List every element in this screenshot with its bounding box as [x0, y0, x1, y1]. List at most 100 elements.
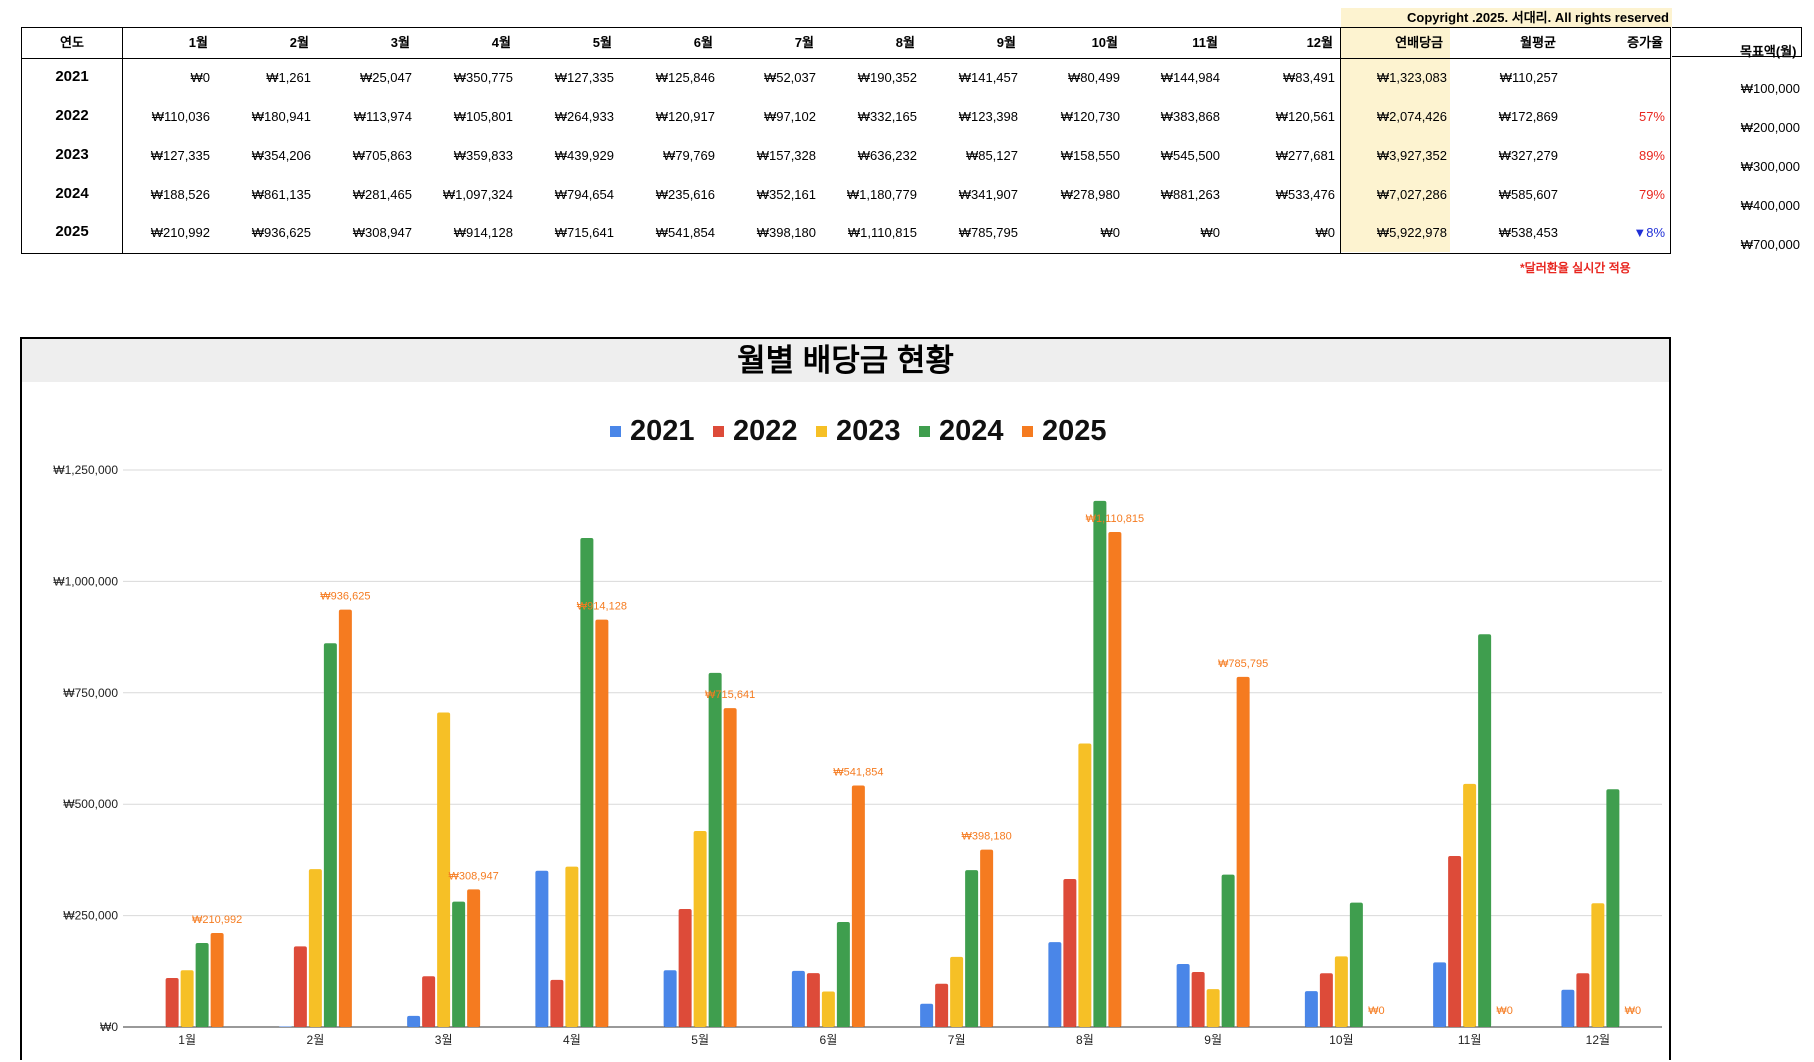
x-tick-label: 12월 — [1586, 1033, 1610, 1047]
bar-2021 — [791, 970, 805, 1027]
cell-month-value: ₩359,833 — [453, 148, 513, 163]
legend-label: 2022 — [733, 415, 798, 447]
legend-label: 2025 — [1042, 415, 1107, 447]
header-month: 5월 — [592, 35, 612, 50]
cell-month-value: ₩439,929 — [554, 148, 614, 163]
x-tick-label: 5월 — [691, 1033, 709, 1047]
bar-2022 — [422, 976, 436, 1027]
header-growth: 증가율 — [1627, 35, 1663, 50]
bar-2024 — [452, 901, 466, 1027]
cell-month-value: ₩79,769 — [662, 148, 715, 163]
cell-month-value: ₩1,180,779 — [846, 187, 917, 202]
cell-month-value: ₩144,984 — [1160, 70, 1220, 85]
cell-month-value: ₩352,161 — [756, 187, 816, 202]
cell-month-value: ₩861,135 — [251, 187, 311, 202]
cell-annual-dividend: ₩2,074,426 — [1376, 109, 1447, 124]
bar-2021 — [1304, 991, 1318, 1027]
legend-label: 2023 — [836, 415, 901, 447]
cell-annual-dividend: ₩3,927,352 — [1376, 148, 1447, 163]
bar-2022 — [1448, 855, 1462, 1027]
cell-month-value: ₩636,232 — [857, 148, 917, 163]
x-tick-label: 10월 — [1329, 1033, 1353, 1047]
header-month: 12월 — [1306, 35, 1333, 50]
cell-month-value: ₩180,941 — [251, 109, 311, 124]
row-year: 2023 — [55, 146, 89, 163]
x-tick-label: 7월 — [948, 1033, 966, 1047]
header-annual: 연배당금 — [1395, 35, 1443, 50]
bar-2023 — [1206, 989, 1220, 1027]
cell-month-value: ₩120,561 — [1275, 109, 1335, 124]
bar-2022 — [1063, 878, 1077, 1027]
bar-2023 — [1334, 956, 1348, 1027]
cell-month-value: ₩120,917 — [655, 109, 715, 124]
cell-month-value: ₩541,854 — [655, 225, 715, 240]
cell-growth-rate: ▼8% — [1633, 225, 1665, 240]
bar-2024 — [195, 942, 209, 1027]
bar-2024 — [708, 672, 722, 1027]
cell-growth-rate: 89% — [1638, 148, 1665, 163]
data-label-2025: ₩0 — [1625, 1005, 1642, 1017]
data-label-2025: ₩785,795 — [1218, 658, 1268, 670]
bar-2024 — [1093, 500, 1107, 1028]
cell-month-value: ₩188,526 — [150, 187, 210, 202]
y-tick-label: ₩1,000,000 — [53, 574, 118, 588]
cell-month-value: ₩120,730 — [1060, 109, 1120, 124]
bar-2024 — [580, 538, 594, 1027]
bar-2021 — [278, 1026, 292, 1027]
bar-2021 — [1433, 962, 1447, 1027]
cell-annual-dividend: ₩5,922,978 — [1376, 225, 1447, 240]
bar-2023 — [1078, 743, 1092, 1027]
bar-2025 — [1236, 676, 1250, 1027]
cell-month-value: ₩715,641 — [554, 225, 614, 240]
x-tick-label: 1월 — [178, 1033, 196, 1047]
data-label-2025: ₩398,180 — [962, 831, 1012, 843]
cell-month-value: ₩350,775 — [453, 70, 513, 85]
data-label-2025: ₩715,641 — [705, 689, 755, 701]
header-month: 11월 — [1192, 35, 1218, 50]
cell-month-value: ₩0 — [1200, 225, 1221, 240]
header-monthly-avg: 월평균 — [1520, 35, 1556, 50]
header-month: 8월 — [895, 35, 915, 50]
x-tick-label: 3월 — [435, 1033, 453, 1047]
bar-2022 — [935, 983, 949, 1027]
cell-month-value: ₩0 — [1100, 225, 1121, 240]
bar-2021 — [1561, 989, 1575, 1027]
target-value: ₩300,000 — [1740, 159, 1800, 174]
cell-month-value: ₩398,180 — [756, 225, 816, 240]
target-value: ₩700,000 — [1740, 237, 1800, 252]
cell-month-value: ₩25,047 — [359, 70, 412, 85]
bar-2023 — [693, 830, 707, 1027]
data-label-2025: ₩1,110,815 — [1086, 513, 1145, 525]
bar-2025 — [210, 932, 224, 1027]
y-tick-label: ₩250,000 — [63, 909, 118, 923]
cell-month-value: ₩332,165 — [857, 109, 917, 124]
cell-month-value: ₩281,465 — [352, 187, 412, 202]
cell-month-value: ₩936,625 — [251, 225, 311, 240]
bar-2023 — [821, 991, 835, 1027]
x-tick-label: 8월 — [1076, 1033, 1094, 1047]
cell-month-value: ₩210,992 — [150, 225, 210, 240]
cell-month-value: ₩113,974 — [353, 109, 412, 124]
data-label-2025: ₩936,625 — [320, 591, 370, 603]
target-value: ₩400,000 — [1740, 198, 1800, 213]
data-label-2025: ₩914,128 — [577, 601, 627, 613]
cell-monthly-average: ₩327,279 — [1498, 148, 1558, 163]
y-tick-label: ₩1,250,000 — [53, 463, 118, 477]
header-divider — [22, 58, 1670, 59]
cell-month-value: ₩123,398 — [958, 109, 1018, 124]
row-year: 2022 — [55, 107, 89, 124]
header-month: 1월 — [188, 35, 208, 50]
cell-month-value: ₩141,457 — [958, 70, 1018, 85]
data-label-2025: ₩541,854 — [833, 767, 883, 779]
legend-label: 2021 — [630, 415, 695, 447]
cell-month-value: ₩85,127 — [965, 148, 1018, 163]
bar-2025 — [338, 609, 352, 1027]
cell-month-value: ₩277,681 — [1275, 148, 1335, 163]
annual-column-highlight — [1340, 28, 1450, 252]
cell-month-value: ₩0 — [1315, 225, 1336, 240]
cell-annual-dividend: ₩7,027,286 — [1376, 187, 1447, 202]
cell-monthly-average: ₩585,607 — [1498, 187, 1558, 202]
cell-month-value: ₩545,500 — [1160, 148, 1220, 163]
bar-2021 — [1176, 963, 1190, 1027]
bar-2021 — [1048, 942, 1062, 1027]
